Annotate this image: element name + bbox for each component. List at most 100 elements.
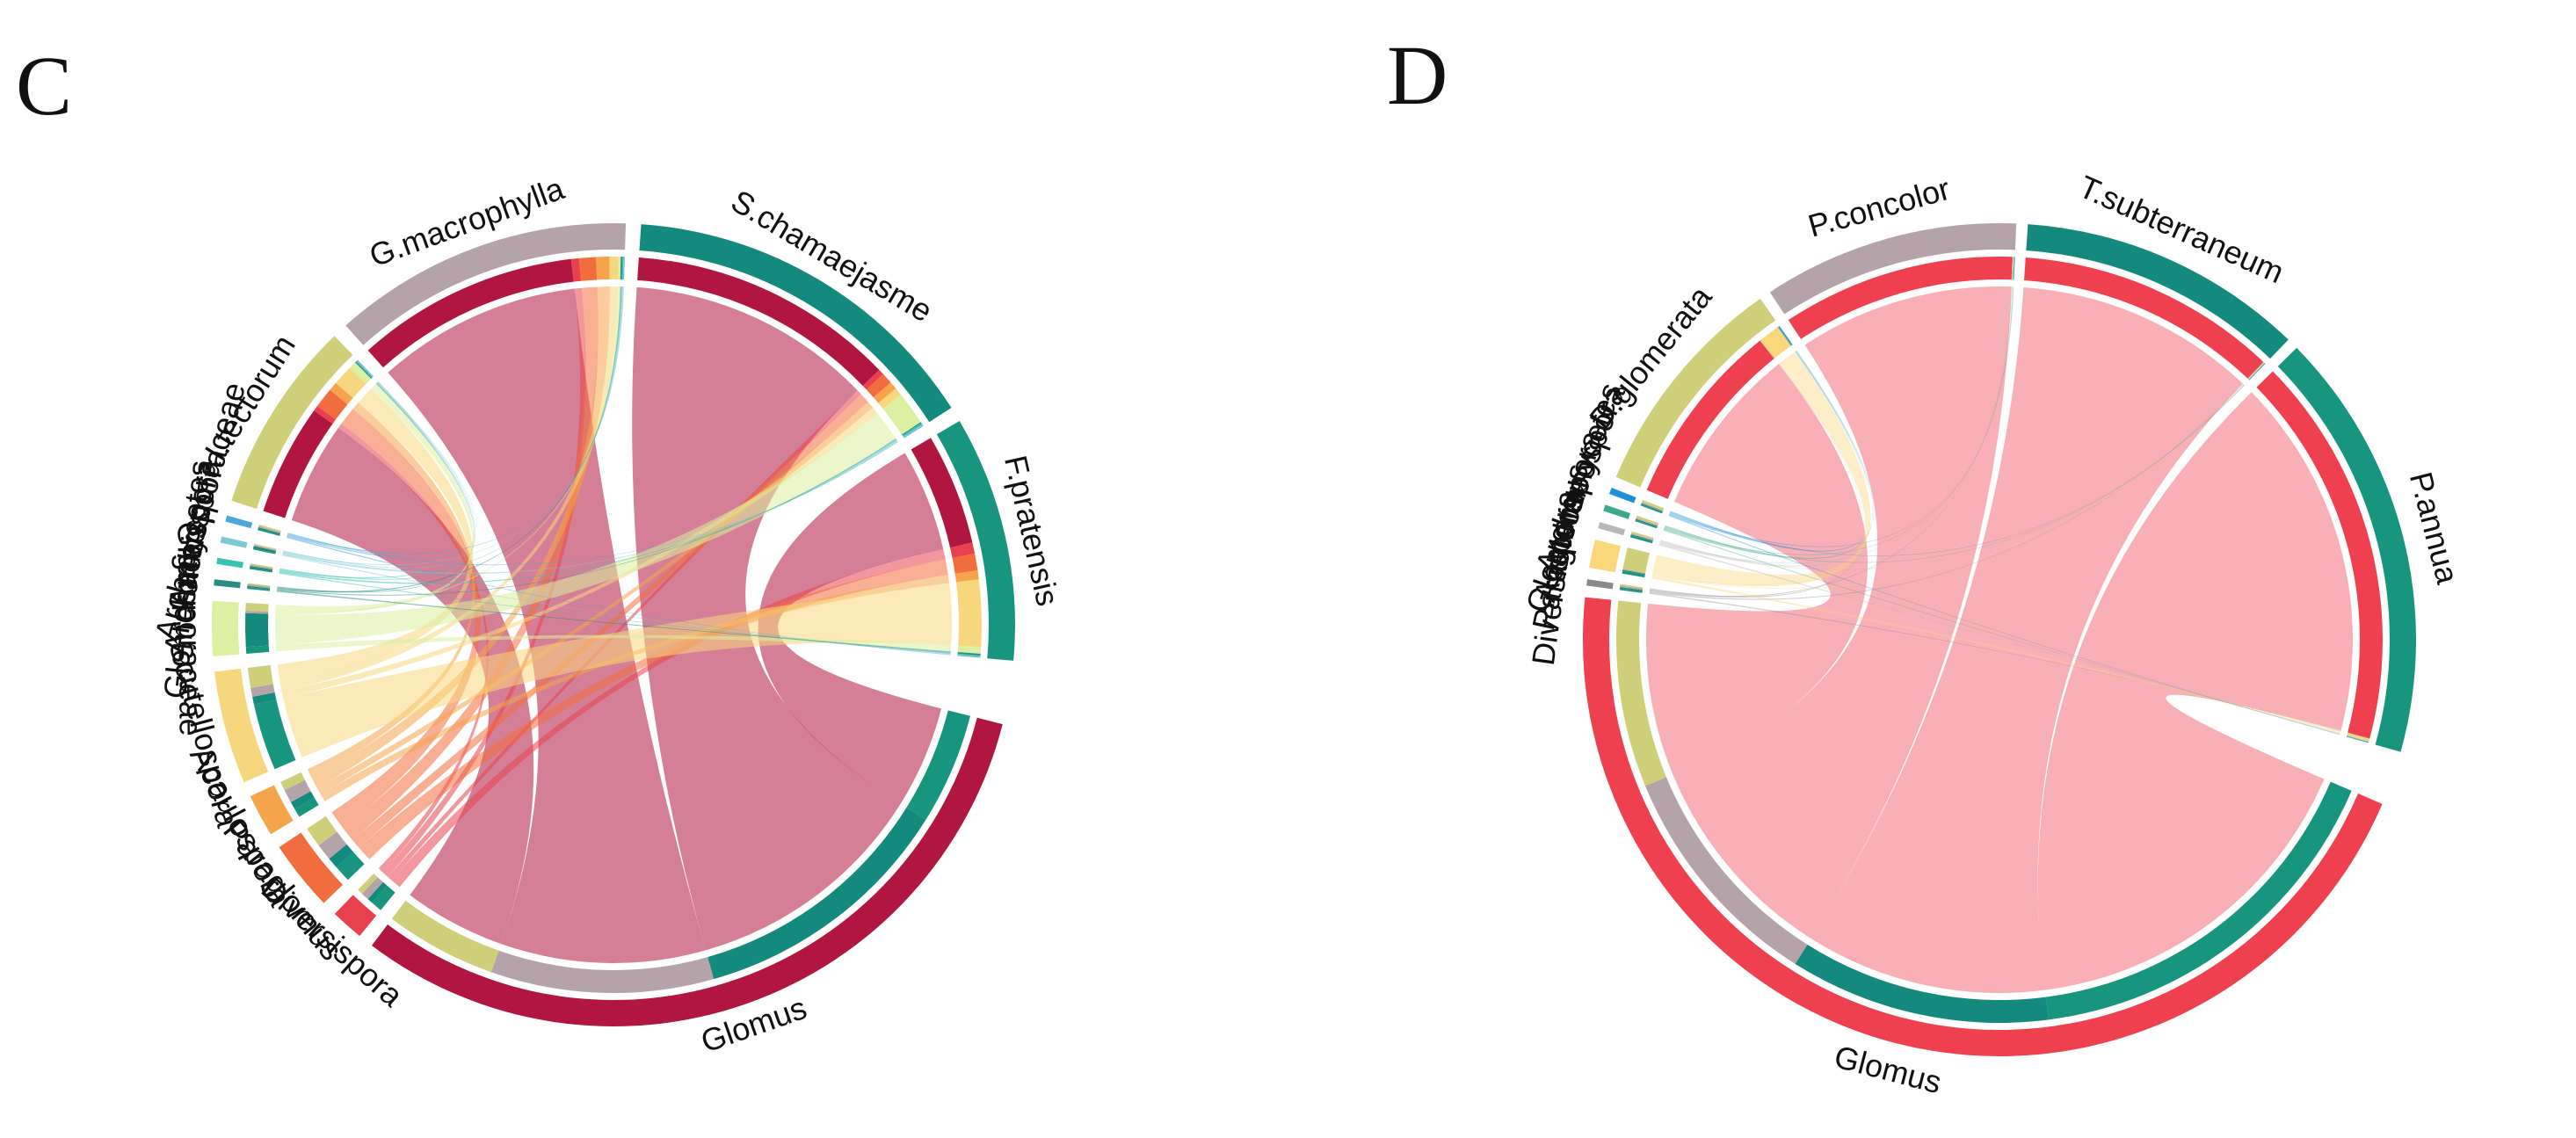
band-paraglomus-to-p-concolor xyxy=(1622,569,1646,575)
band-scutellospora-to-s-chamaejasme xyxy=(252,692,277,705)
band-glomus-to-p-annua xyxy=(2045,781,2352,1020)
band-g-macrophylla-from-archaeosporaceae xyxy=(623,257,625,280)
band-diversispora-to-s-chamaejasme xyxy=(367,881,388,903)
ribbon-scutellospora-i-tectorum xyxy=(277,388,474,684)
band-gigasporaceae-to-g-macrophylla xyxy=(245,611,269,614)
band-d-glomerata-from-glomus xyxy=(1646,340,1774,499)
band-g-macrophylla-from-paraglomus xyxy=(578,257,598,281)
band-s-chamaejasme-from-archaeospora xyxy=(902,423,923,438)
band-d-glomerata-from-paraglomus xyxy=(1760,327,1791,359)
band-scutellospora-to-f-pratensis xyxy=(253,699,296,770)
band-t-subterraneum-from-glomus xyxy=(2024,257,2264,379)
band-t-subterraneum-from-archaeospora xyxy=(2248,363,2266,381)
band-paraglomus-to-s-chamaejasme xyxy=(329,844,354,868)
band-s-chamaejasme-from-scutellospora xyxy=(878,388,902,410)
band-acaulospora-to-p-concolor xyxy=(1630,533,1654,541)
band-p-concolor-from-acaulospora xyxy=(2013,257,2014,280)
panel-letter-d: D xyxy=(1387,28,1448,122)
band-archaeospora-to-f-pratensis xyxy=(249,568,272,573)
band-archaeosporaceae-to-s-chamaejasme xyxy=(258,527,281,535)
band-g-macrophylla-from-archaeospora xyxy=(621,257,624,280)
band-s-chamaejasme-from-ambispora xyxy=(903,424,924,439)
ribbon-layer xyxy=(275,286,952,963)
band-glomeromycetes-to-d-glomerata xyxy=(1636,515,1659,526)
band-s-chamaejasme-from-glomeromycetes xyxy=(902,422,922,436)
band-glomus-to-t-subterraneum xyxy=(1795,944,2049,1023)
ribbon-glomeromycetes-f-pratensis xyxy=(276,590,951,654)
band-i-tectorum-from-gigasporaceae xyxy=(349,362,372,384)
track-layer xyxy=(1582,223,2416,1057)
band-p-annua-from-paraglomus xyxy=(2347,733,2370,742)
panel-letter-c: C xyxy=(16,39,72,133)
sector-arc-s-chamaejasme xyxy=(639,224,952,423)
band-archaeospora-to-p-concolor xyxy=(1641,502,1664,511)
band-scutellospora-to-g-macrophylla xyxy=(250,684,275,697)
band-g-macrophylla-from-glomus xyxy=(367,258,574,368)
band-f-pratensis-from-scutellospora xyxy=(955,579,982,648)
band-acaulospora-to-f-pratensis xyxy=(294,797,319,817)
band-f-pratensis-from-archaeospora xyxy=(957,653,981,657)
band-diversispora-to-f-pratensis xyxy=(372,885,395,910)
band-p-annua-from-acaulospora xyxy=(2347,735,2369,743)
band-f-pratensis-from-diversispora xyxy=(950,542,976,559)
sector-arc-p-annua xyxy=(2277,347,2416,752)
band-t-subterraneum-from-diversispora xyxy=(2247,361,2264,380)
band-paraglomus-to-p-annua xyxy=(1622,570,1645,578)
ribbon-scutellospora-f-pratensis xyxy=(283,583,952,757)
band-t-subterraneum-from-glomeromycetes xyxy=(2248,363,2266,381)
band-i-tectorum-from-ambispora xyxy=(356,360,374,378)
band-g-macrophylla-from-diversispora xyxy=(570,257,582,282)
band-gigasporaceae-to-i-tectorum xyxy=(245,603,269,612)
band-t-subterraneum-from-paraglomus xyxy=(2247,362,2265,380)
band-gigasporaceae-to-f-pratensis xyxy=(245,645,270,654)
ribbon-glomus-f-pratensis xyxy=(758,453,944,804)
sector-arc-f-pratensis xyxy=(936,421,1015,661)
band-acaulospora-to-s-chamaejasme xyxy=(290,791,315,809)
band-p-concolor-from-glomeromycetes xyxy=(2013,257,2015,280)
band-paraglomus-to-d-glomerata xyxy=(1622,547,1651,574)
band-i-tectorum-from-scutellospora xyxy=(336,367,366,398)
band-i-tectorum-from-glomus xyxy=(263,410,333,518)
band-diversispora-to-i-tectorum xyxy=(358,873,378,895)
sector-arc-p-concolor xyxy=(1769,223,2017,315)
ribbon-glomus-i-tectorum xyxy=(291,427,534,945)
band-archaeospora-to-i-tectorum xyxy=(250,563,273,569)
sector-arc-acaulospora xyxy=(1598,522,1626,536)
band-diversispora-to-t-subterraneum xyxy=(1619,586,1643,592)
ribbon-glomus-d-glomerata xyxy=(1646,364,1869,775)
band-s-chamaejasme-from-glomus xyxy=(637,257,880,387)
band-archaeospora-to-d-glomerata xyxy=(1642,499,1665,511)
band-diversispora-to-p-annua xyxy=(1619,588,1643,593)
band-ambispora-to-g-macrophylla xyxy=(253,545,277,551)
band-scutellospora-to-i-tectorum xyxy=(247,664,273,688)
ribbon-gigasporaceae-i-tectorum xyxy=(275,383,475,613)
ribbon-gigasporaceae-f-pratensis xyxy=(275,634,952,652)
band-d-glomerata-from-diversispora xyxy=(1760,340,1774,359)
sector-arc-glomeromycetes xyxy=(214,579,241,589)
ribbon-layer xyxy=(1646,286,2353,994)
band-f-pratensis-from-ambispora xyxy=(957,654,981,657)
band-glomeromycetes-to-s-chamaejasme xyxy=(247,585,271,590)
band-glomus-to-d-glomerata xyxy=(1616,600,1666,786)
band-p-annua-from-archaeospora xyxy=(2346,736,2369,743)
band-p-annua-from-glomeromycetes xyxy=(2346,736,2369,743)
sector-arc-acaulospora xyxy=(250,785,294,835)
band-f-pratensis-from-glomeromycetes xyxy=(957,651,981,656)
band-f-pratensis-from-gigasporaceae xyxy=(957,645,982,655)
sector-arc-scutellospora xyxy=(214,668,269,783)
band-p-concolor-from-glomus xyxy=(1788,257,2013,339)
band-i-tectorum-from-paraglomus xyxy=(317,389,348,420)
band-glomus-to-i-tectorum xyxy=(391,900,499,973)
band-acaulospora-to-i-tectorum xyxy=(280,772,305,791)
sector-arc-diversispora xyxy=(1586,579,1614,590)
band-diversispora-to-g-macrophylla xyxy=(361,877,383,900)
band-glomeromycetes-to-i-tectorum xyxy=(247,583,271,587)
band-p-annua-from-diversispora xyxy=(2347,732,2370,739)
sector-arc-diversispora xyxy=(334,895,377,937)
band-glomus-to-s-chamaejasme xyxy=(707,807,926,980)
sector-label-p-annua: P.annua xyxy=(2403,468,2466,589)
band-glomus-to-f-pratensis xyxy=(906,710,970,820)
band-f-pratensis-from-archaeosporaceae xyxy=(957,655,981,658)
band-ambispora-to-i-tectorum xyxy=(253,543,277,550)
